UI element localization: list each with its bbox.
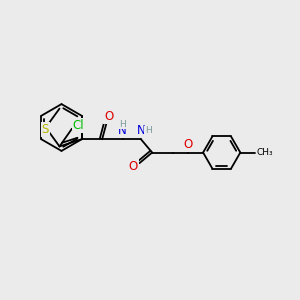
Text: N: N (137, 124, 146, 137)
Text: H: H (119, 120, 126, 129)
Text: CH₃: CH₃ (256, 148, 273, 157)
Text: N: N (118, 124, 127, 137)
Text: O: O (104, 110, 113, 123)
Text: S: S (41, 123, 49, 136)
Text: H: H (145, 126, 152, 135)
Text: Cl: Cl (73, 119, 84, 132)
Text: O: O (129, 160, 138, 172)
Text: O: O (183, 138, 192, 151)
